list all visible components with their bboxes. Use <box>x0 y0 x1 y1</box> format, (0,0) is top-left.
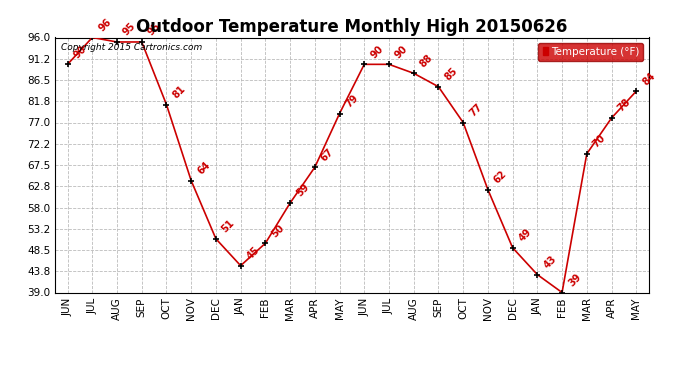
Text: 50: 50 <box>270 222 286 239</box>
Text: 79: 79 <box>344 93 360 110</box>
Text: 90: 90 <box>368 44 385 60</box>
Text: 51: 51 <box>220 218 237 235</box>
Text: 78: 78 <box>615 97 632 114</box>
Text: Copyright 2015 Cartronics.com: Copyright 2015 Cartronics.com <box>61 43 202 52</box>
Title: Outdoor Temperature Monthly High 20150626: Outdoor Temperature Monthly High 2015062… <box>136 18 568 36</box>
Text: 62: 62 <box>492 169 509 186</box>
Text: 95: 95 <box>121 21 138 38</box>
Text: 49: 49 <box>517 227 533 244</box>
Text: 67: 67 <box>319 147 335 163</box>
Text: 70: 70 <box>591 133 608 150</box>
Text: 45: 45 <box>245 245 262 261</box>
Text: 59: 59 <box>294 182 311 199</box>
Legend: Temperature (°F): Temperature (°F) <box>538 43 643 61</box>
Text: 64: 64 <box>195 160 212 177</box>
Text: 88: 88 <box>418 53 435 69</box>
Text: 90: 90 <box>72 44 88 60</box>
Text: 96: 96 <box>97 17 113 33</box>
Text: 84: 84 <box>640 70 657 87</box>
Text: 81: 81 <box>170 84 187 100</box>
Text: 90: 90 <box>393 44 410 60</box>
Text: 39: 39 <box>566 272 583 288</box>
Text: 77: 77 <box>467 102 484 118</box>
Text: 43: 43 <box>542 254 558 270</box>
Text: 95: 95 <box>146 21 163 38</box>
Text: 85: 85 <box>442 66 460 82</box>
